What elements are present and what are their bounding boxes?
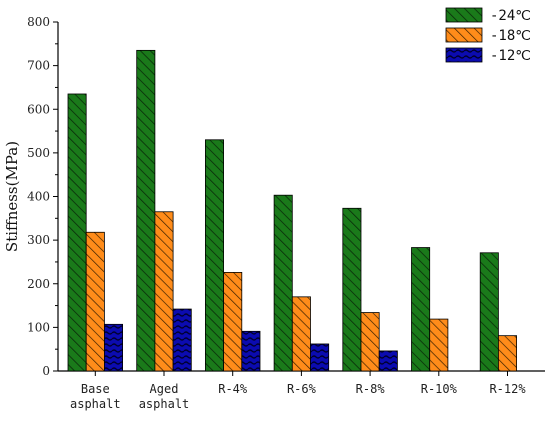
bar-6-0 — [479, 252, 499, 372]
legend: -24℃ -18℃ -12℃ — [445, 7, 531, 64]
bars — [67, 49, 517, 372]
legend-swatch-1 — [445, 27, 483, 43]
labels: 0 100 200 300 400 500 600 700 800 Stiffness(MPa) B… — [3, 15, 526, 411]
bar-4-2 — [378, 350, 398, 372]
bar-0-1 — [85, 231, 105, 372]
y-tick-label: 600 — [27, 102, 50, 116]
y-tick-label: 700 — [27, 59, 50, 73]
x-tick-label: asphalt — [139, 397, 190, 411]
y-tick-label: 400 — [27, 190, 50, 204]
bar-1-2 — [172, 308, 192, 372]
y-tick-label: 100 — [27, 320, 50, 334]
legend-swatch-0 — [445, 7, 483, 23]
legend-swatch-2 — [445, 47, 483, 63]
bar-2-0 — [204, 139, 224, 372]
x-tick-label: R-4% — [218, 382, 248, 396]
bar-3-1 — [291, 296, 311, 372]
y-tick-label: 200 — [27, 277, 50, 291]
bar-0-2 — [104, 323, 124, 372]
legend-label-2: -12℃ — [490, 48, 531, 64]
legend-label-1: -18℃ — [490, 28, 531, 44]
bar-4-0 — [342, 207, 362, 372]
y-tick-label: 300 — [27, 233, 50, 247]
bar-3-2 — [310, 343, 330, 372]
x-tick-label: R-6% — [287, 382, 317, 396]
legend-label-0: -24℃ — [490, 8, 531, 24]
x-tick-label: asphalt — [70, 397, 121, 411]
x-tick-label: R-12% — [489, 382, 526, 396]
bar-4-1 — [360, 312, 380, 372]
bar-1-0 — [136, 49, 156, 372]
bar-2-2 — [241, 330, 261, 372]
x-tick-label: R-10% — [421, 382, 458, 396]
y-axis-title: Stiffness(MPa) — [3, 141, 21, 252]
y-tick-label: 800 — [27, 15, 50, 29]
bar-3-0 — [273, 194, 293, 372]
y-tick-label: 500 — [27, 146, 50, 160]
bar-6-1 — [497, 335, 517, 372]
y-tick-label: 0 — [42, 364, 50, 378]
bar-5-1 — [429, 318, 449, 372]
bar-5-0 — [411, 247, 431, 372]
bar-2-1 — [223, 272, 243, 372]
x-tick-label: R-8% — [356, 382, 386, 396]
bar-0-0 — [67, 93, 87, 372]
x-tick-label: Aged — [150, 382, 179, 396]
x-tick-label: Base — [81, 382, 110, 396]
bar-1-1 — [154, 211, 174, 372]
